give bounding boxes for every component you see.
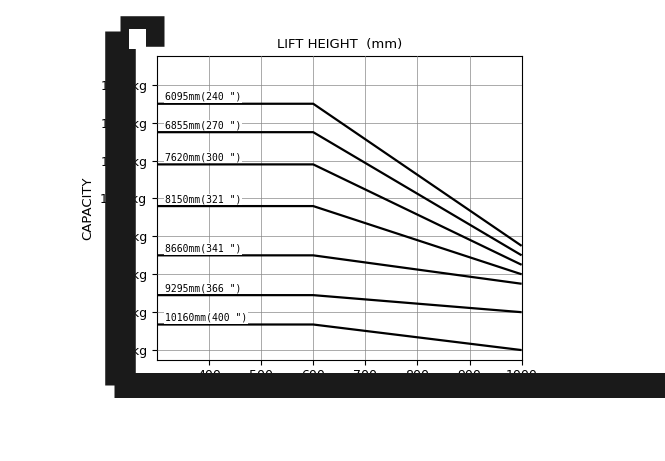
Text: 6855mm(270 "): 6855mm(270 "): [165, 120, 241, 130]
Text: 10160mm(400 "): 10160mm(400 "): [165, 313, 247, 323]
Text: LOAD CENTER: LOAD CENTER: [525, 387, 628, 400]
Text: 8150mm(321 "): 8150mm(321 "): [165, 195, 241, 205]
Y-axis label: CAPACITY: CAPACITY: [82, 176, 94, 240]
Text: 9295mm(366 "): 9295mm(366 "): [165, 284, 241, 294]
Text: 8660mm(341 "): 8660mm(341 "): [165, 244, 241, 254]
Text: 7620mm(300 "): 7620mm(300 "): [165, 153, 241, 162]
Title: LIFT HEIGHT  (mm): LIFT HEIGHT (mm): [277, 38, 402, 51]
Text: 6095mm(240 "): 6095mm(240 "): [165, 92, 241, 102]
